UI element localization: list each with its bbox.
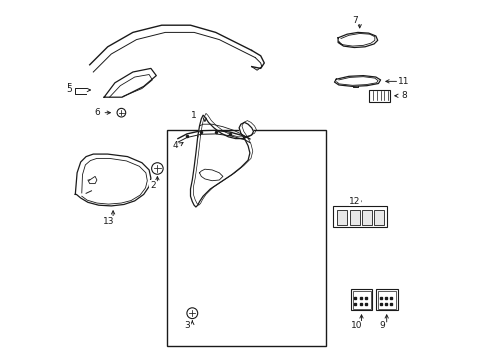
- Bar: [167, 130, 325, 346]
- Bar: [375, 289, 397, 310]
- Bar: [361, 210, 371, 225]
- Bar: [368, 90, 389, 102]
- Polygon shape: [337, 32, 377, 48]
- Polygon shape: [75, 154, 151, 206]
- Bar: [337, 210, 347, 225]
- Bar: [352, 291, 370, 309]
- Text: 5: 5: [66, 83, 72, 92]
- Text: 2: 2: [150, 181, 155, 190]
- Text: 8: 8: [400, 91, 406, 100]
- Bar: [377, 291, 395, 309]
- Text: 3: 3: [184, 320, 190, 330]
- Text: 9: 9: [378, 321, 384, 330]
- Text: 10: 10: [350, 321, 362, 330]
- Bar: [349, 210, 359, 225]
- Text: 7: 7: [351, 16, 357, 25]
- Text: 4: 4: [172, 141, 178, 150]
- Polygon shape: [334, 76, 380, 86]
- Polygon shape: [190, 115, 253, 207]
- Text: 5: 5: [66, 85, 72, 94]
- Bar: [332, 206, 386, 227]
- Text: 12: 12: [348, 197, 360, 206]
- Text: 1: 1: [191, 111, 197, 120]
- Text: 13: 13: [102, 217, 114, 226]
- Bar: [373, 210, 384, 225]
- Bar: [350, 289, 371, 310]
- Text: 6: 6: [94, 108, 100, 117]
- Text: 11: 11: [397, 77, 409, 86]
